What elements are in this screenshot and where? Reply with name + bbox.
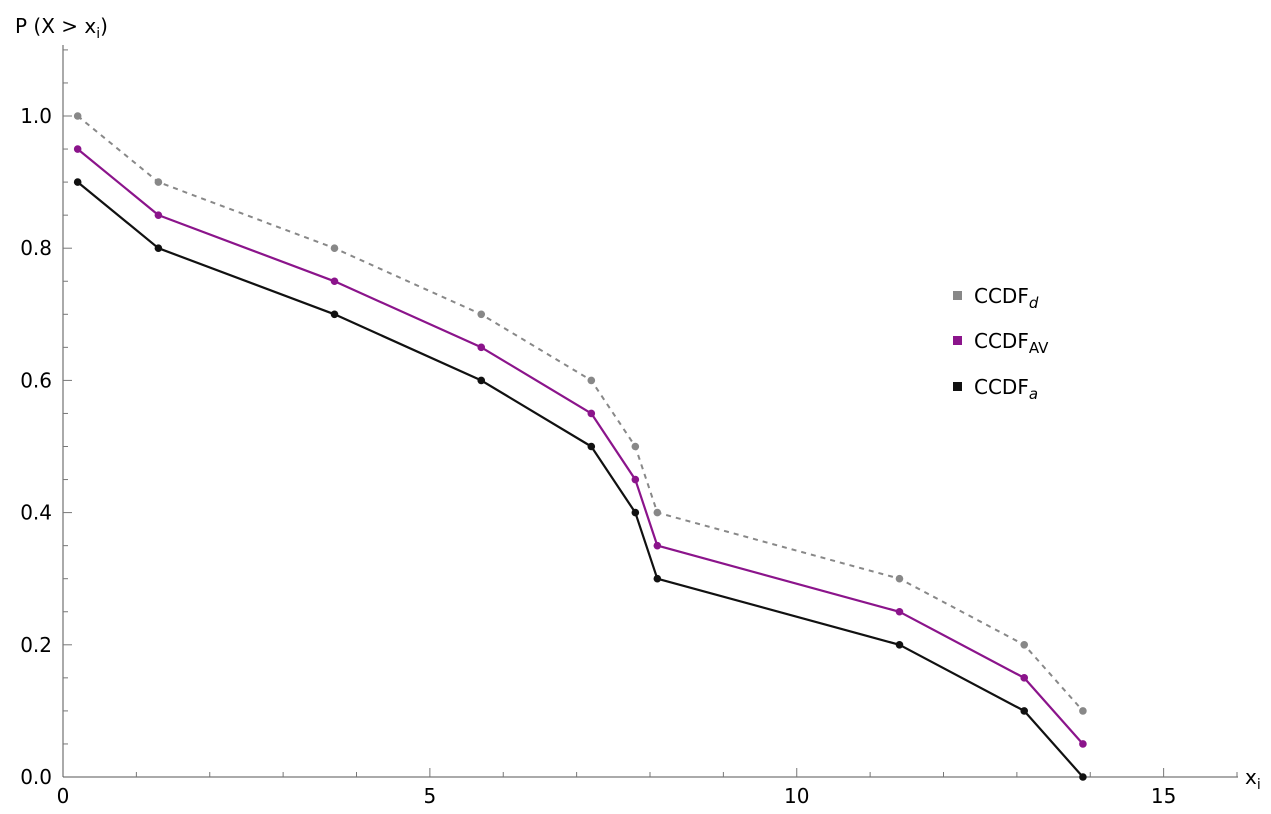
y-tick-label: 0.4 (20, 501, 52, 525)
data-point (73, 145, 82, 153)
data-point (895, 607, 904, 616)
y-tick-label: 1.0 (20, 104, 52, 128)
x-tick-label: 0 (57, 784, 70, 808)
data-point (330, 310, 339, 319)
data-point (1020, 674, 1029, 682)
data-point (477, 376, 486, 385)
data-point (631, 508, 640, 517)
x-tick-label: 5 (424, 784, 437, 808)
legend-swatch (953, 291, 962, 300)
data-point (1079, 773, 1087, 781)
legend-label: CCDFa (974, 375, 1038, 403)
data-point (477, 343, 486, 352)
data-point (631, 475, 640, 484)
legend-swatch (953, 336, 962, 345)
y-tick-label: 0.2 (20, 633, 52, 657)
data-point (653, 508, 662, 517)
data-point (1020, 641, 1029, 649)
data-point (895, 574, 904, 583)
series-d (73, 112, 1087, 715)
data-point (895, 641, 904, 649)
data-point (587, 442, 596, 451)
ticks: 0 5 10 15 0.0 0.2 0.4 0.6 0.8 1.0 (20, 49, 1238, 808)
data-point (653, 574, 662, 583)
data-point (477, 310, 486, 319)
data-point (154, 244, 163, 252)
x-tick-label: 10 (784, 784, 809, 808)
legend-swatch (953, 382, 962, 391)
legend-label: CCDFAV (974, 329, 1049, 357)
data-point (1020, 707, 1029, 715)
data-point (631, 442, 640, 451)
data-point (330, 277, 339, 286)
series-a (73, 178, 1087, 781)
data-point (1079, 707, 1087, 715)
series-line (77, 148, 1084, 745)
series-line (77, 115, 1084, 712)
data-point (1079, 740, 1087, 748)
legend-label: CCDFd (974, 284, 1039, 312)
x-tick-label: 15 (1151, 784, 1176, 808)
data-point (73, 112, 82, 120)
data-point (587, 376, 596, 385)
axis-labels: P (X > xi) xi (15, 14, 1261, 793)
data-point (73, 178, 82, 186)
legend: CCDFd CCDFAV CCDFa (953, 284, 1049, 403)
data-point (154, 211, 163, 219)
data-point (154, 178, 163, 186)
y-axis-label: P (X > xi) (15, 14, 108, 42)
y-tick-label: 0.8 (20, 236, 52, 260)
y-tick-label: 0.6 (20, 368, 52, 392)
data-point (330, 244, 339, 252)
axes (62, 45, 1238, 778)
data-point (653, 541, 662, 550)
series-line (77, 181, 1084, 778)
series-layer (73, 112, 1087, 781)
y-tick-label: 0.0 (20, 765, 52, 789)
series-av (73, 145, 1087, 748)
x-axis-label: xi (1245, 765, 1261, 793)
data-point (587, 409, 596, 418)
